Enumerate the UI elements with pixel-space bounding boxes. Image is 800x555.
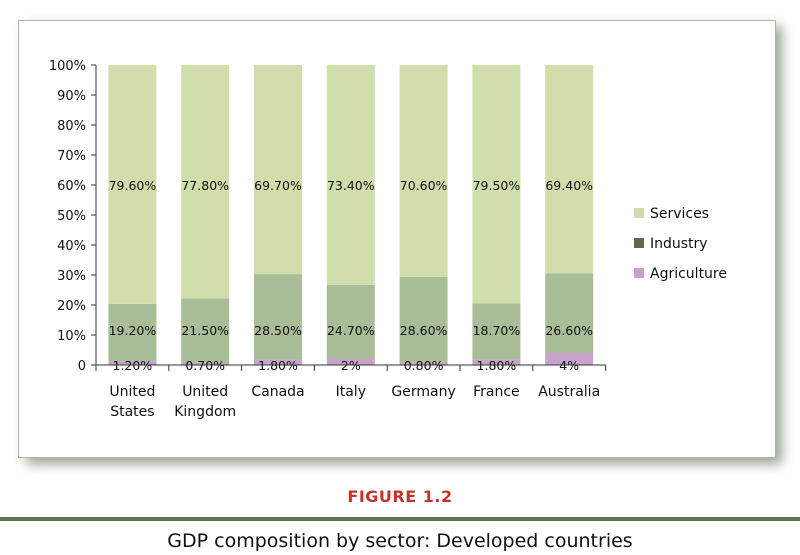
data-label-industry: 28.60% (400, 323, 448, 338)
bar-segment-services (108, 65, 157, 304)
data-label-industry: 24.70% (327, 323, 375, 338)
legend: Services Industry Agriculture (634, 206, 727, 282)
stacked-bar-chart: 010%20%30%40%50%60%70%80%90%100% 1.20%19… (49, 59, 727, 420)
x-category-label: States (110, 404, 154, 420)
bar-segment-industry (108, 303, 157, 362)
data-label-services: 69.70% (254, 178, 302, 193)
bar-segment-agriculture (545, 353, 594, 365)
data-label-industry: 28.50% (254, 323, 302, 338)
y-tick-label: 80% (57, 119, 86, 134)
bar-segment-agriculture (399, 362, 448, 365)
y-tick-label: 30% (57, 269, 86, 284)
x-category-label: Kingdom (174, 404, 236, 420)
y-tick-label: 50% (57, 209, 86, 224)
figure-label: FIGURE 1.2 (347, 487, 453, 506)
y-tick-label: 60% (57, 179, 86, 194)
data-label-services: 79.60% (109, 178, 157, 193)
legend-label-industry: Industry (650, 236, 708, 252)
bar-segment-agriculture (472, 359, 521, 365)
data-label-services: 73.40% (327, 178, 375, 193)
bar-segment-industry (399, 276, 448, 363)
y-tick-label: 90% (57, 89, 86, 104)
bars (108, 65, 594, 365)
bar-segment-services (399, 65, 448, 277)
figure-caption: GDP composition by sector: Developed cou… (167, 530, 633, 552)
data-label-industry: 18.70% (473, 323, 521, 338)
bar-segment-industry (326, 284, 375, 360)
x-category-label: United (182, 384, 228, 400)
y-tick-label: 0 (78, 359, 86, 374)
bar-segment-industry (545, 273, 594, 353)
x-category-label: Germany (391, 384, 455, 400)
y-tick-label: 20% (57, 299, 86, 314)
legend-label-services: Services (650, 206, 709, 222)
x-category-label: Italy (336, 384, 366, 400)
divider-rule (0, 517, 800, 521)
legend-label-agriculture: Agriculture (650, 266, 727, 282)
bar-labels: 1.20%19.20%79.60%0.70%21.50%77.80%1.80%2… (109, 178, 594, 373)
data-label-services: 77.80% (181, 178, 229, 193)
legend-swatch-agriculture (634, 268, 644, 278)
bar-segment-industry (472, 303, 521, 360)
bar-segment-services (545, 65, 594, 274)
x-category-label: Canada (251, 384, 304, 400)
data-label-services: 69.40% (545, 178, 593, 193)
y-tick-label: 10% (57, 329, 86, 344)
x-category-label: France (473, 384, 520, 400)
x-category-label: Australia (538, 384, 600, 400)
bar-segment-services (326, 65, 375, 285)
legend-swatch-industry (634, 238, 644, 248)
data-label-services: 70.60% (400, 178, 448, 193)
bar-segment-services (254, 65, 302, 275)
legend-swatch-services (634, 208, 644, 218)
bar-segment-agriculture (326, 359, 375, 365)
data-label-industry: 21.50% (181, 323, 229, 338)
bar-segment-agriculture (254, 359, 302, 365)
bar-segment-industry (181, 298, 230, 363)
data-label-industry: 19.20% (109, 323, 157, 338)
data-label-industry: 26.60% (545, 323, 593, 338)
y-axis: 0 10% 20% 30% 40% 50% 60% 70% 80% 90% 100% (49, 59, 97, 374)
bar-segment-industry (254, 274, 302, 360)
y-tick-label: 40% (57, 239, 86, 254)
x-category-label: United (109, 384, 155, 400)
bar-segment-services (181, 65, 230, 299)
data-label-services: 79.50% (473, 178, 521, 193)
bar-segment-agriculture (108, 361, 157, 365)
bar-segment-services (472, 65, 521, 304)
bar-segment-agriculture (181, 362, 230, 365)
y-tick-label: 70% (57, 149, 86, 164)
x-axis: United States United Kingdom Canada Italy Germ… (95, 364, 607, 420)
y-tick-label: 100% (49, 59, 86, 74)
